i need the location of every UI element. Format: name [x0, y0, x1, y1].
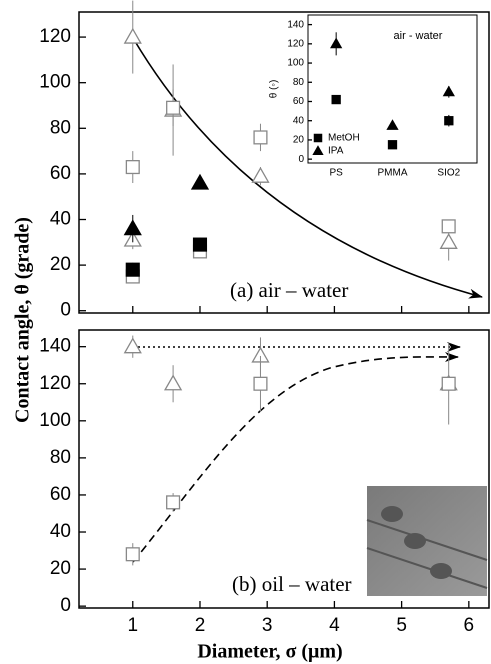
- y-tick-label: 40: [50, 209, 71, 230]
- y-tick-label: 60: [293, 96, 305, 107]
- y-tick-label: 140: [39, 336, 71, 357]
- y-tick-label: 120: [39, 26, 71, 47]
- x-tick-label: 3: [262, 615, 273, 636]
- x-axis-label: Diameter, σ (μm): [197, 641, 342, 663]
- y-tick-label: 60: [50, 163, 71, 184]
- y-tick-label: 100: [39, 410, 71, 431]
- marker: [125, 160, 140, 175]
- x-tick-label: 1: [127, 615, 138, 636]
- marker: [439, 233, 458, 249]
- marker: [190, 173, 210, 190]
- inset-y-label: θ (◦): [269, 80, 280, 99]
- guide-arrow: [132, 37, 483, 299]
- legend-marker: [312, 145, 324, 156]
- y-axis-label: Contact angle, θ (grade): [12, 217, 34, 423]
- y-tick-label: 100: [287, 58, 304, 69]
- y-tick-label: 20: [293, 135, 305, 146]
- x-tick-label: SIO2: [437, 168, 460, 179]
- y-tick-label: 20: [50, 558, 71, 579]
- y-tick-label: 40: [50, 521, 71, 542]
- annotation: (b) oil – water: [232, 572, 352, 596]
- sem-image: [366, 486, 488, 596]
- annotation: (a) air – water: [230, 278, 348, 302]
- legend-label: MetOH: [328, 133, 360, 144]
- x-tick-label: 4: [329, 615, 340, 636]
- y-tick-label: 20: [50, 254, 71, 275]
- marker: [387, 140, 398, 150]
- marker: [125, 547, 140, 562]
- marker: [444, 116, 454, 126]
- marker: [251, 166, 270, 183]
- legend-marker: [313, 133, 323, 143]
- marker: [125, 262, 140, 277]
- marker: [166, 495, 181, 510]
- marker: [331, 94, 341, 105]
- inset-title: air - water: [394, 30, 443, 42]
- x-tick-label: 2: [195, 615, 206, 636]
- y-tick-label: 80: [293, 77, 305, 88]
- x-tick-label: 6: [464, 615, 475, 636]
- y-tick-label: 80: [50, 117, 71, 138]
- marker: [253, 376, 268, 391]
- x-tick-label: PS: [329, 168, 343, 179]
- marker: [441, 219, 456, 234]
- y-tick-label: 0: [60, 300, 71, 321]
- y-tick-label: 100: [39, 72, 71, 93]
- marker: [166, 100, 181, 115]
- legend-label: IPA: [328, 146, 344, 157]
- marker: [442, 85, 455, 97]
- y-tick-label: 120: [287, 38, 304, 49]
- x-tick-label: PMMA: [378, 168, 408, 179]
- guide-arrow: [132, 351, 459, 563]
- y-tick-label: 0: [298, 154, 304, 165]
- marker: [330, 37, 343, 49]
- bottom-frame: [78, 329, 490, 609]
- marker: [123, 337, 142, 354]
- marker: [253, 130, 268, 145]
- x-tick-label: 5: [396, 615, 407, 636]
- marker: [123, 219, 142, 236]
- y-tick-label: 80: [50, 447, 71, 468]
- marker: [386, 119, 399, 130]
- marker: [441, 376, 456, 391]
- y-tick-label: 140: [287, 19, 304, 30]
- marker: [192, 237, 208, 252]
- top-frame: [78, 11, 490, 314]
- marker: [163, 374, 183, 391]
- y-tick-label: 0: [60, 595, 71, 616]
- y-tick-label: 60: [50, 484, 71, 505]
- marker: [123, 27, 142, 44]
- y-tick-label: 120: [39, 373, 71, 394]
- y-tick-label: 40: [293, 115, 305, 126]
